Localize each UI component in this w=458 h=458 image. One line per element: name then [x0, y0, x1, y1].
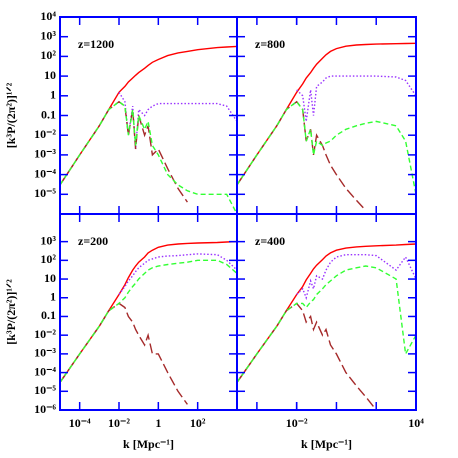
x-tick-label: 10² — [190, 416, 206, 430]
y-tick-label: 10⁻³ — [34, 147, 56, 161]
line — [60, 240, 237, 383]
y-tick-label: 10⁻⁵ — [34, 186, 56, 200]
y-axis-label: [k³P/(2π²)]¹ᐟ² — [4, 82, 18, 148]
x-tick-label: 10⁻² — [108, 416, 130, 430]
y-tick-label: 10⁻³ — [34, 346, 56, 360]
line — [237, 100, 416, 195]
plot-area — [60, 240, 237, 405]
x-tick-label: 10⁻⁴ — [69, 416, 91, 430]
y-tick-label: 10⁻² — [34, 327, 56, 341]
line — [60, 100, 188, 203]
plot-area — [237, 243, 416, 410]
y-tick-label: 10⁻⁴ — [34, 166, 56, 180]
line — [237, 302, 377, 410]
x-tick-label: 1 — [155, 416, 161, 430]
x-axis-label: k [Mpc⁻¹] — [301, 437, 352, 451]
plot-area — [60, 45, 237, 214]
line — [237, 100, 367, 211]
y-tick-label: 10⁻⁶ — [34, 402, 56, 416]
plot-area — [237, 42, 416, 211]
y-tick-label: 10² — [40, 252, 56, 266]
y-tick-label: 0.1 — [41, 107, 56, 121]
y-tick-label: 10⁴ — [40, 9, 56, 23]
y-tick-label: 0.1 — [41, 308, 56, 322]
y-tick-label: 10⁻⁴ — [34, 364, 56, 378]
panel-label: z=400 — [255, 234, 285, 248]
frame — [236, 213, 417, 411]
panel-label: z=800 — [255, 37, 285, 51]
x-axis-label: k [Mpc⁻¹] — [123, 437, 174, 451]
line — [60, 259, 237, 383]
y-tick-label: 1 — [50, 88, 56, 102]
line — [237, 42, 416, 186]
y-axis-label: [k³P/(2π²)]¹ᐟ² — [4, 279, 18, 345]
y-tick-label: 10³ — [40, 28, 56, 42]
y-tick-label: 10⁻⁵ — [34, 383, 56, 397]
y-tick-label: 10 — [44, 68, 56, 82]
y-tick-label: 10² — [40, 48, 56, 62]
x-tick-label: 10⁴ — [408, 416, 424, 430]
line — [237, 265, 416, 383]
line — [237, 243, 416, 383]
y-tick-label: 1 — [50, 290, 56, 304]
y-tick-label: 10 — [44, 271, 56, 285]
line — [60, 45, 237, 186]
panel-label: z=200 — [78, 234, 108, 248]
x-tick-label: 10⁻² — [286, 416, 308, 430]
y-tick-label: 10⁻² — [34, 127, 56, 141]
line — [118, 253, 237, 295]
line — [296, 75, 416, 122]
line — [60, 100, 237, 214]
panel-label: z=1200 — [78, 37, 114, 51]
y-tick-label: 10³ — [40, 233, 56, 247]
line — [60, 302, 188, 405]
